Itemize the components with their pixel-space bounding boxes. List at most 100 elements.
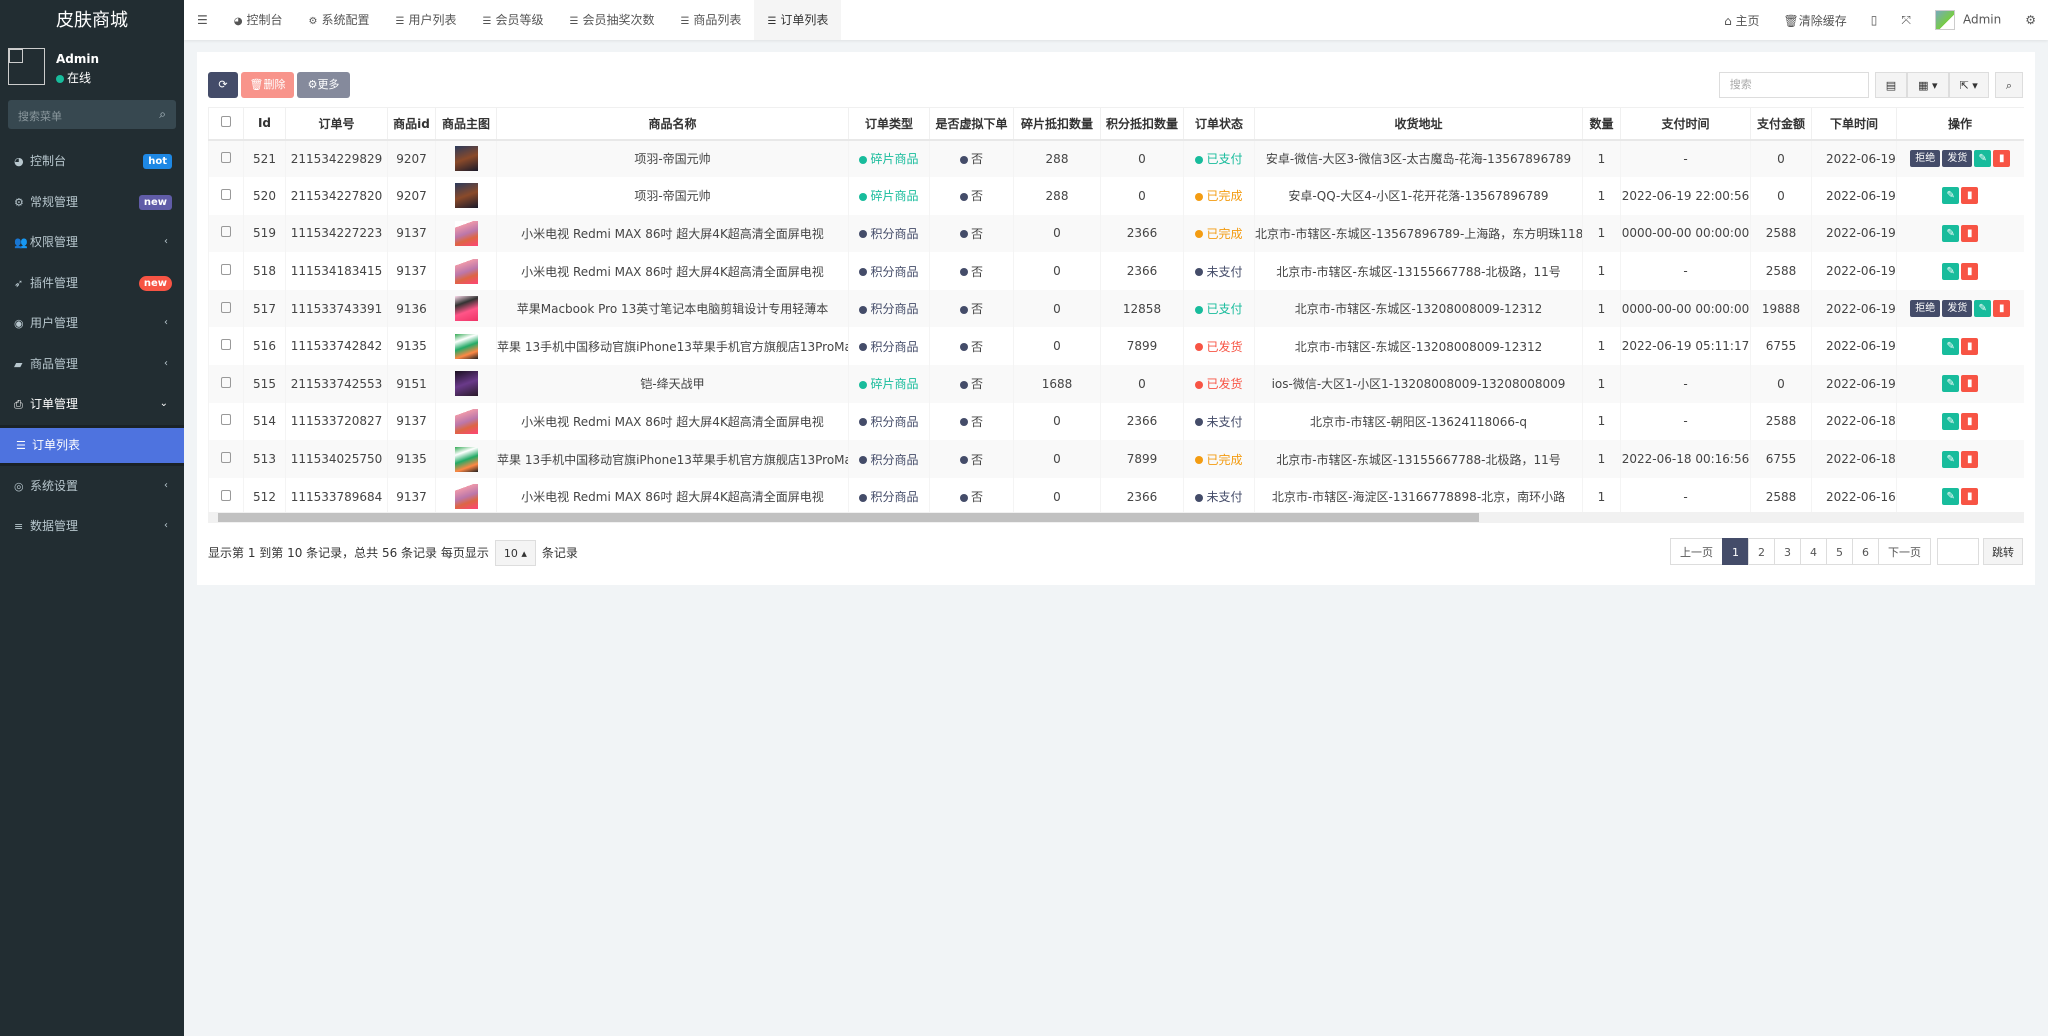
row-checkbox[interactable]: [221, 151, 231, 163]
jump-page-input[interactable]: [1937, 538, 1979, 565]
edit-button[interactable]: ✎: [1942, 412, 1960, 430]
delete-row-button[interactable]: ▮: [1961, 450, 1979, 468]
page-6-button[interactable]: 6: [1852, 538, 1879, 565]
row-checkbox-cell[interactable]: [208, 477, 244, 516]
sidebar-item-0[interactable]: ◕ 控制台 hot: [0, 141, 184, 182]
page-1-button[interactable]: 1: [1722, 538, 1749, 565]
clear-cache-button[interactable]: 🗑清除缓存: [1772, 12, 1859, 29]
column-header[interactable]: 支付金额: [1750, 107, 1812, 141]
home-link[interactable]: ⌂ 主页: [1712, 12, 1771, 29]
column-header[interactable]: Id: [243, 107, 286, 141]
menu-search-input[interactable]: 搜索菜单 ⌕: [8, 100, 176, 129]
tab-4[interactable]: ☰ 会员抽奖次数: [556, 0, 667, 40]
product-thumbnail[interactable]: [454, 446, 478, 472]
row-checkbox-cell[interactable]: [208, 327, 244, 366]
column-header[interactable]: 商品id: [387, 107, 436, 141]
logo[interactable]: 皮肤商城: [56, 10, 128, 31]
reject-button[interactable]: 拒绝: [1910, 300, 1941, 318]
product-thumbnail[interactable]: [454, 220, 478, 246]
sidebar-item-9[interactable]: ≡ 数据管理 ‹: [0, 506, 184, 547]
row-checkbox-cell[interactable]: [208, 402, 244, 441]
sidebar-item-8[interactable]: ◎ 系统设置 ‹: [0, 466, 184, 507]
row-checkbox[interactable]: [221, 376, 231, 388]
select-all-checkbox[interactable]: [208, 107, 244, 141]
fullscreen-icon[interactable]: ⤧: [1901, 12, 1911, 27]
sidebar-item-5[interactable]: ▰ 商品管理 ‹: [0, 344, 184, 385]
product-thumbnail[interactable]: [454, 484, 478, 510]
scrollbar-thumb[interactable]: [218, 513, 1479, 522]
search-icon[interactable]: ⌕: [159, 107, 166, 121]
column-header[interactable]: 商品主图: [435, 107, 497, 141]
sidebar-item-7[interactable]: ☰ 订单列表: [0, 424, 184, 466]
row-checkbox[interactable]: [221, 489, 231, 501]
row-checkbox[interactable]: [221, 226, 231, 238]
column-header[interactable]: 是否虚拟下单: [929, 107, 1014, 141]
row-checkbox[interactable]: [221, 452, 231, 464]
refresh-button[interactable]: ⟳: [208, 72, 238, 98]
delete-row-button[interactable]: ▮: [1961, 224, 1979, 242]
settings-gears-icon[interactable]: ⚙: [2025, 13, 2036, 27]
page-4-button[interactable]: 4: [1800, 538, 1827, 565]
product-thumbnail[interactable]: [454, 258, 478, 284]
column-header[interactable]: 收货地址: [1254, 107, 1583, 141]
product-thumbnail[interactable]: [454, 333, 478, 359]
language-icon[interactable]: ▯: [1870, 13, 1878, 27]
tab-5[interactable]: ☰ 商品列表: [667, 0, 754, 40]
ship-button[interactable]: 发货: [1942, 300, 1973, 318]
row-checkbox-cell[interactable]: [208, 365, 244, 403]
page-3-button[interactable]: 3: [1774, 538, 1801, 565]
row-checkbox-cell[interactable]: [208, 139, 244, 178]
delete-row-button[interactable]: ▮: [1961, 375, 1979, 393]
more-button[interactable]: ⚙更多: [297, 72, 350, 98]
tab-0[interactable]: ◕ 控制台: [221, 0, 296, 40]
column-header[interactable]: 碎片抵扣数量: [1013, 107, 1101, 141]
sidebar-item-2[interactable]: 👥 权限管理 ‹: [0, 222, 184, 263]
column-header[interactable]: 订单状态: [1183, 107, 1255, 141]
tab-2[interactable]: ☰ 用户列表: [383, 0, 470, 40]
edit-button[interactable]: ✎: [1942, 187, 1960, 205]
row-checkbox-cell[interactable]: [208, 214, 244, 253]
column-header[interactable]: 下单时间: [1811, 107, 1897, 141]
column-header[interactable]: 操作: [1895, 107, 2024, 141]
column-header[interactable]: 支付时间: [1620, 107, 1751, 141]
sidebar-item-6[interactable]: ⎙ 订单管理 ⌄: [0, 384, 184, 425]
tab-1[interactable]: ⚙ 系统配置: [296, 0, 383, 40]
edit-button[interactable]: ✎: [1942, 224, 1960, 242]
product-thumbnail[interactable]: [454, 296, 478, 322]
edit-button[interactable]: ✎: [1942, 337, 1960, 355]
page-size-select[interactable]: 10 ▴: [494, 540, 536, 566]
tab-3[interactable]: ☰ 会员等级: [469, 0, 556, 40]
delete-row-button[interactable]: ▮: [1993, 150, 2011, 168]
delete-row-button[interactable]: ▮: [1961, 488, 1979, 506]
row-checkbox-cell[interactable]: [208, 177, 244, 215]
row-checkbox[interactable]: [221, 339, 231, 351]
column-header[interactable]: 订单号: [285, 107, 388, 141]
horizontal-scrollbar[interactable]: [208, 512, 2024, 523]
columns-button[interactable]: ▦ ▾: [1907, 72, 1949, 98]
edit-button[interactable]: ✎: [1942, 450, 1960, 468]
row-checkbox-cell[interactable]: [208, 440, 244, 478]
delete-row-button[interactable]: ▮: [1961, 412, 1979, 430]
page-2-button[interactable]: 2: [1748, 538, 1775, 565]
menu-toggle-icon[interactable]: ☰: [197, 13, 208, 27]
row-checkbox-cell[interactable]: [208, 252, 244, 290]
toggle-view-button[interactable]: ▤: [1874, 72, 1908, 98]
row-checkbox[interactable]: [221, 301, 231, 313]
page-5-button[interactable]: 5: [1826, 538, 1853, 565]
edit-button[interactable]: ✎: [1942, 375, 1960, 393]
row-checkbox-cell[interactable]: [208, 289, 244, 328]
product-thumbnail[interactable]: [454, 408, 478, 434]
product-thumbnail[interactable]: [454, 371, 478, 397]
row-checkbox[interactable]: [221, 414, 231, 426]
sidebar-item-4[interactable]: ◉ 用户管理 ‹: [0, 303, 184, 344]
delete-row-button[interactable]: ▮: [1961, 187, 1979, 205]
sidebar-item-3[interactable]: ➶ 插件管理 new: [0, 263, 184, 304]
delete-row-button[interactable]: ▮: [1993, 300, 2011, 318]
jump-button[interactable]: 跳转: [1983, 538, 2023, 565]
delete-row-button[interactable]: ▮: [1961, 262, 1979, 280]
table-search-input[interactable]: 搜索: [1718, 72, 1869, 98]
tab-6[interactable]: ☰ 订单列表: [754, 0, 842, 40]
edit-button[interactable]: ✎: [1974, 300, 1992, 318]
edit-button[interactable]: ✎: [1974, 150, 1992, 168]
export-button[interactable]: ⇱ ▾: [1948, 72, 1989, 98]
